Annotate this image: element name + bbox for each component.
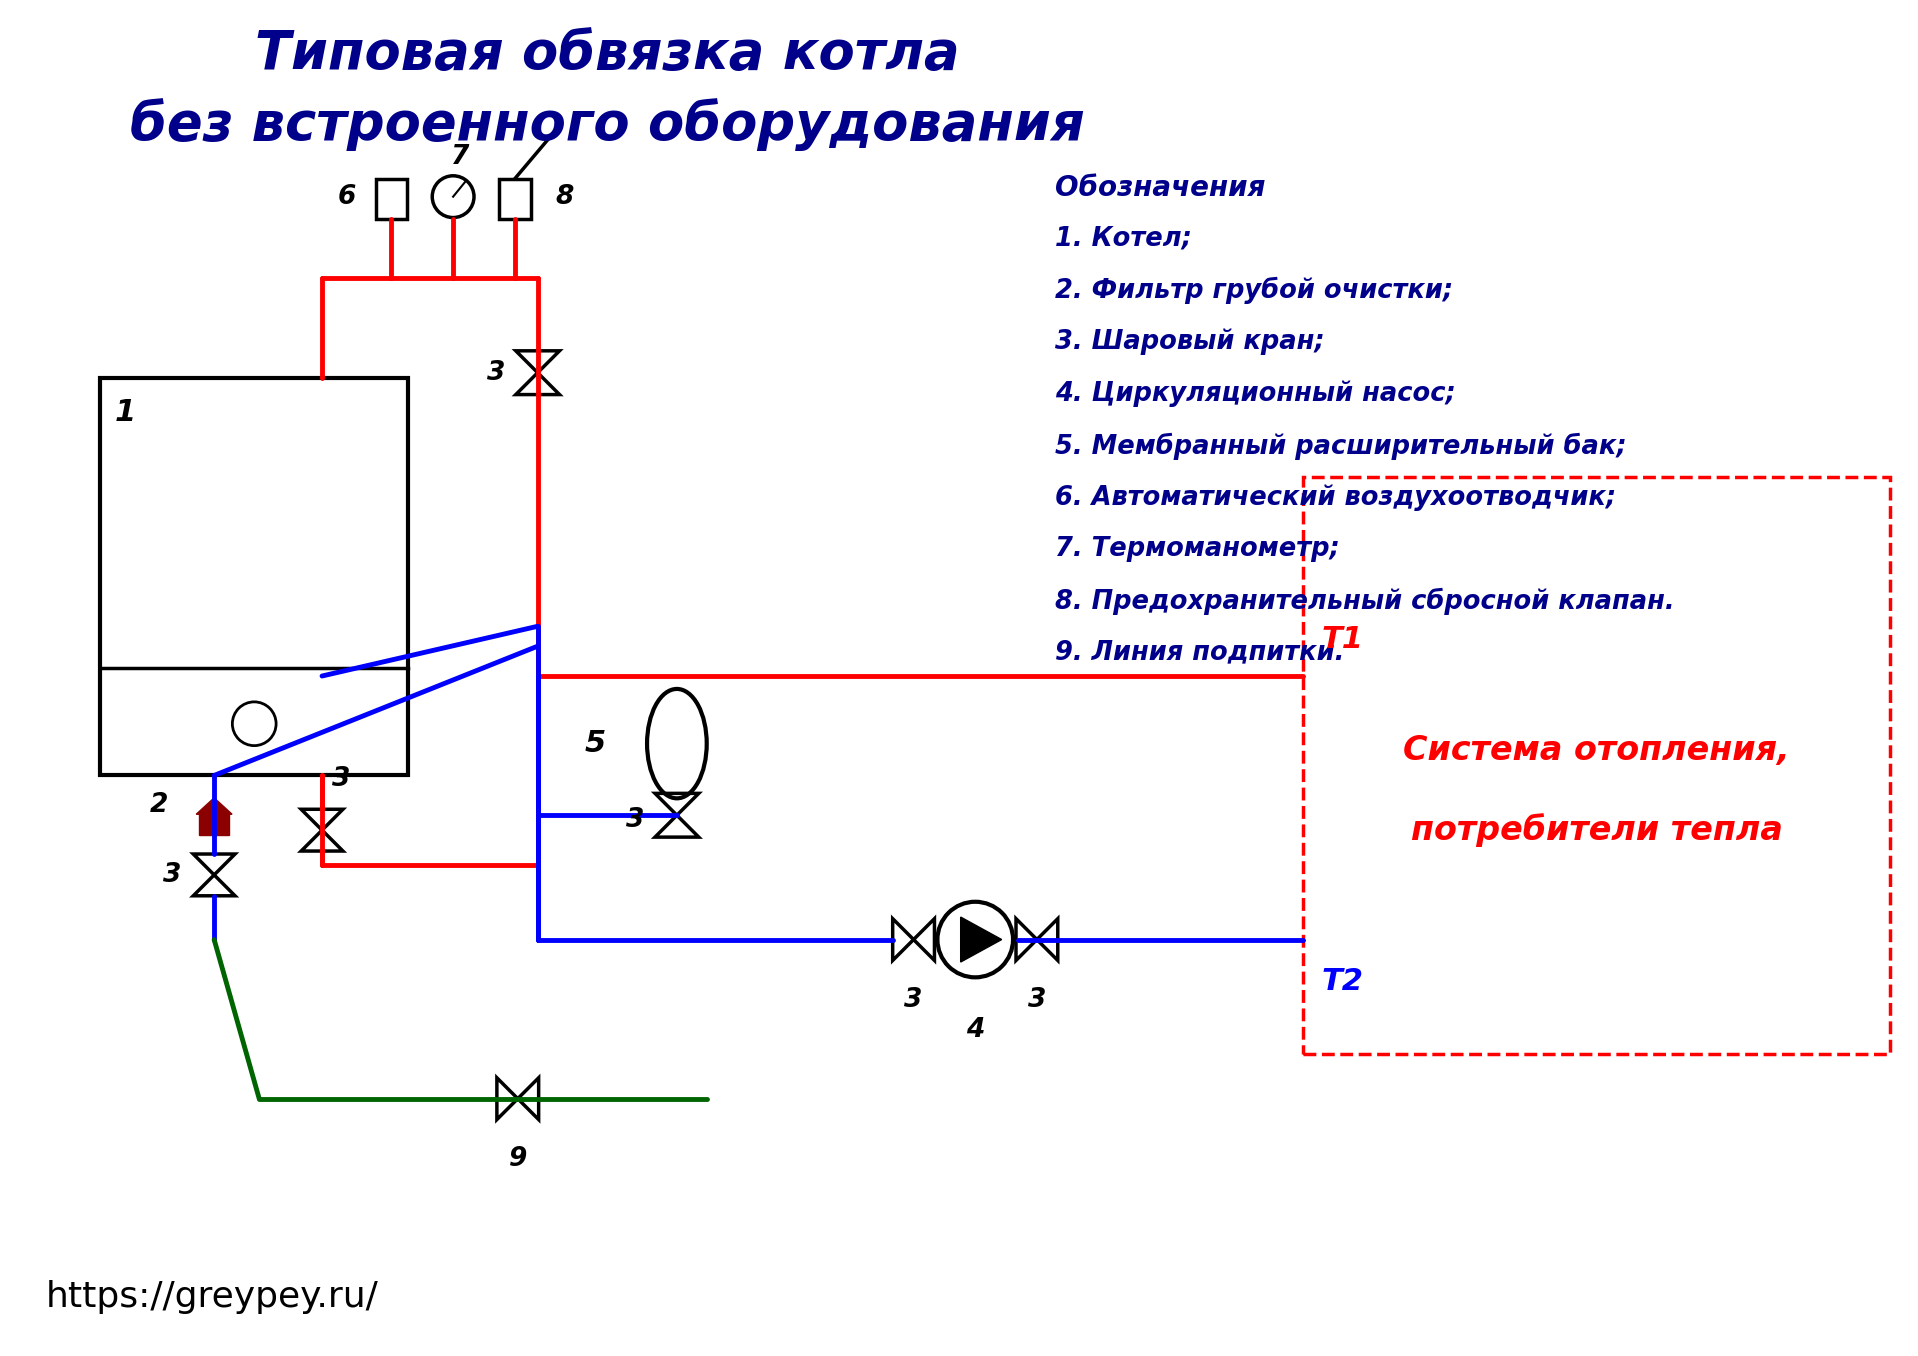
Text: 7: 7: [451, 144, 470, 170]
Text: T1: T1: [1322, 625, 1364, 654]
Text: https://greypey.ru/: https://greypey.ru/: [46, 1280, 378, 1314]
Text: 9: 9: [508, 1146, 527, 1173]
Text: 4: 4: [967, 1017, 984, 1043]
Text: 3: 3: [905, 987, 923, 1013]
Text: 3: 3: [163, 862, 182, 888]
Text: 2: 2: [150, 792, 169, 818]
Text: 3: 3: [1028, 987, 1045, 1013]
Text: Типовая обвязка котла: Типовая обвязка котла: [255, 28, 959, 80]
Text: 6. Автоматический воздухоотводчик;: 6. Автоматический воздухоотводчик;: [1055, 484, 1615, 511]
Bar: [1304, 477, 1889, 1054]
Text: 3: 3: [625, 807, 644, 833]
Text: 6: 6: [338, 183, 357, 210]
Bar: [376, 179, 407, 218]
Text: Обозначения: Обозначения: [1055, 174, 1266, 202]
Text: 2. Фильтр грубой очистки;: 2. Фильтр грубой очистки;: [1055, 277, 1454, 305]
Text: T2: T2: [1322, 967, 1364, 997]
Text: 7. Термоманометр;: 7. Термоманометр;: [1055, 536, 1339, 561]
Text: 5. Мембранный расширительный бак;: 5. Мембранный расширительный бак;: [1055, 433, 1626, 460]
Text: 9. Линия подпитки.: 9. Линия подпитки.: [1055, 639, 1345, 666]
Text: 8: 8: [556, 183, 573, 210]
Text: 3: 3: [332, 766, 351, 792]
Bar: [100, 378, 409, 776]
Text: 4. Циркуляционный насос;: 4. Циркуляционный насос;: [1055, 381, 1456, 407]
Text: 5: 5: [585, 730, 606, 758]
Polygon shape: [961, 917, 1001, 961]
Text: без встроенного оборудования: без встроенного оборудования: [130, 98, 1086, 151]
Text: 1. Котел;: 1. Котел;: [1055, 225, 1191, 251]
Text: 3: 3: [487, 359, 504, 385]
Polygon shape: [196, 797, 232, 814]
Text: 1: 1: [115, 397, 136, 427]
Bar: [499, 179, 531, 218]
Text: 8. Предохранительный сбросной клапан.: 8. Предохранительный сбросной клапан.: [1055, 587, 1674, 614]
Polygon shape: [199, 814, 228, 835]
Text: Система отопления,: Система отопления,: [1404, 734, 1789, 767]
Text: 3. Шаровый кран;: 3. Шаровый кран;: [1055, 330, 1325, 355]
Text: потребители тепла: потребители тепла: [1412, 814, 1782, 848]
